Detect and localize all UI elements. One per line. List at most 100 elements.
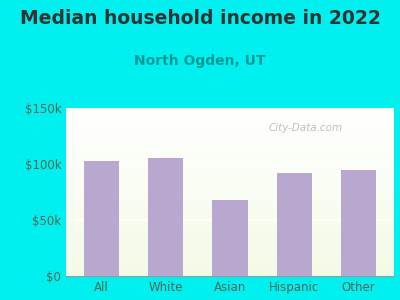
Bar bbox=[66, 196, 394, 197]
Bar bbox=[66, 226, 394, 227]
Bar bbox=[277, 173, 312, 276]
Bar bbox=[66, 266, 394, 267]
Bar bbox=[66, 203, 394, 204]
Bar bbox=[66, 113, 394, 114]
Bar bbox=[66, 157, 394, 158]
Bar bbox=[66, 253, 394, 254]
Bar bbox=[66, 213, 394, 214]
Bar bbox=[66, 131, 394, 132]
Bar bbox=[66, 273, 394, 274]
Bar bbox=[66, 180, 394, 181]
Bar bbox=[66, 110, 394, 111]
Bar bbox=[66, 137, 394, 138]
Bar bbox=[66, 223, 394, 224]
Bar bbox=[66, 247, 394, 248]
Bar bbox=[66, 272, 394, 273]
Bar bbox=[66, 164, 394, 165]
Bar bbox=[66, 240, 394, 241]
Bar bbox=[66, 250, 394, 251]
Bar bbox=[66, 224, 394, 225]
Bar bbox=[66, 230, 394, 231]
Bar bbox=[66, 199, 394, 200]
Bar bbox=[66, 262, 394, 263]
Text: North Ogden, UT: North Ogden, UT bbox=[134, 54, 266, 68]
Bar bbox=[66, 163, 394, 164]
Bar bbox=[66, 218, 394, 219]
Bar bbox=[66, 144, 394, 145]
Bar bbox=[66, 155, 394, 156]
Bar bbox=[66, 166, 394, 167]
Bar bbox=[66, 202, 394, 203]
Bar bbox=[66, 227, 394, 228]
Bar bbox=[66, 246, 394, 247]
Bar bbox=[66, 174, 394, 175]
Bar bbox=[66, 267, 394, 268]
Bar bbox=[66, 271, 394, 272]
Bar bbox=[66, 173, 394, 174]
Bar bbox=[66, 158, 394, 159]
Bar bbox=[66, 190, 394, 191]
Bar bbox=[66, 143, 394, 144]
Bar bbox=[66, 217, 394, 218]
Bar bbox=[66, 165, 394, 166]
Bar bbox=[66, 135, 394, 136]
Bar bbox=[66, 254, 394, 255]
Bar bbox=[66, 138, 394, 139]
Bar bbox=[66, 151, 394, 152]
Bar bbox=[66, 123, 394, 124]
Bar bbox=[66, 114, 394, 115]
Bar bbox=[66, 249, 394, 250]
Bar bbox=[66, 111, 394, 112]
Bar bbox=[66, 177, 394, 178]
Bar bbox=[66, 215, 394, 216]
Bar bbox=[66, 140, 394, 141]
Bar bbox=[66, 192, 394, 193]
Bar bbox=[341, 169, 376, 276]
Bar bbox=[66, 237, 394, 238]
Bar bbox=[66, 185, 394, 186]
Bar bbox=[66, 142, 394, 143]
Bar bbox=[66, 128, 394, 129]
Bar bbox=[66, 275, 394, 276]
Bar bbox=[66, 269, 394, 270]
Bar bbox=[66, 210, 394, 211]
Bar bbox=[66, 263, 394, 264]
Bar bbox=[66, 259, 394, 260]
Bar bbox=[66, 193, 394, 194]
Bar bbox=[66, 189, 394, 190]
Bar bbox=[66, 201, 394, 202]
Bar bbox=[66, 117, 394, 118]
Bar bbox=[66, 200, 394, 201]
Bar bbox=[66, 274, 394, 275]
Bar bbox=[66, 124, 394, 125]
Bar bbox=[66, 216, 394, 217]
Bar bbox=[66, 129, 394, 130]
Bar bbox=[66, 169, 394, 170]
Bar bbox=[66, 251, 394, 252]
Bar bbox=[148, 158, 183, 276]
Bar bbox=[66, 243, 394, 244]
Bar bbox=[66, 120, 394, 121]
Bar bbox=[66, 152, 394, 153]
Bar bbox=[66, 241, 394, 242]
Bar bbox=[66, 150, 394, 151]
Bar bbox=[66, 207, 394, 208]
Bar bbox=[66, 172, 394, 173]
Bar bbox=[66, 109, 394, 110]
Bar bbox=[66, 258, 394, 259]
Bar bbox=[66, 139, 394, 140]
Bar bbox=[66, 178, 394, 179]
Bar bbox=[66, 257, 394, 258]
Bar bbox=[66, 186, 394, 187]
Bar bbox=[66, 255, 394, 256]
Bar bbox=[66, 195, 394, 196]
Bar bbox=[66, 256, 394, 257]
Bar bbox=[66, 154, 394, 155]
Bar bbox=[66, 232, 394, 233]
Bar bbox=[66, 146, 394, 147]
Bar bbox=[66, 188, 394, 189]
Bar bbox=[66, 229, 394, 230]
Bar bbox=[66, 116, 394, 117]
Bar bbox=[66, 236, 394, 237]
Bar bbox=[66, 209, 394, 210]
